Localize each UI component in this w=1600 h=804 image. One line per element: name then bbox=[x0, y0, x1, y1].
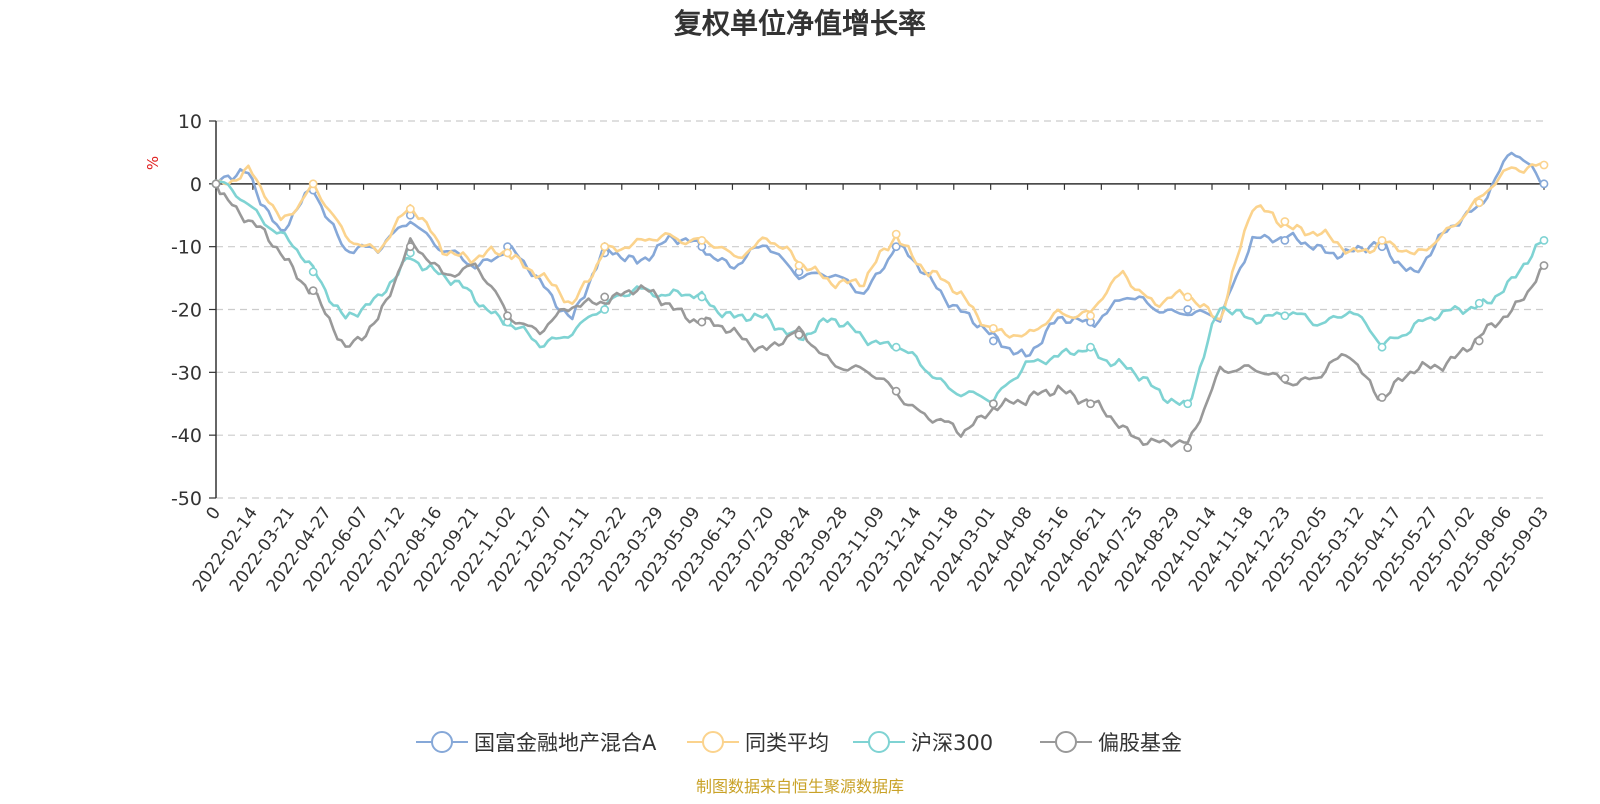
series-point bbox=[1539, 179, 1549, 189]
y-tick-label: -30 bbox=[171, 362, 202, 384]
series-point bbox=[891, 229, 901, 239]
series-point bbox=[1086, 311, 1095, 321]
y-axis-unit: % bbox=[144, 156, 162, 170]
legend-label: 国富金融地产混合A bbox=[474, 731, 657, 755]
series-point bbox=[1086, 342, 1095, 352]
series-lines bbox=[211, 151, 1549, 453]
series-point bbox=[891, 342, 901, 352]
legend-circle-icon bbox=[431, 731, 453, 753]
legend-item[interactable]: 偏股基金 bbox=[1040, 731, 1182, 755]
series-point bbox=[1183, 443, 1193, 453]
data-source-note: 制图数据来自恒生聚源数据库 bbox=[696, 777, 904, 796]
series-line bbox=[215, 180, 1545, 406]
series-point bbox=[1474, 298, 1484, 308]
legend[interactable]: 国富金融地产混合A 同类平均 沪深300 偏股基金 bbox=[416, 731, 1182, 755]
y-tick-label: 0 bbox=[190, 174, 202, 196]
legend-circle-icon bbox=[1055, 731, 1077, 753]
series-point bbox=[503, 248, 512, 258]
series-point bbox=[1474, 336, 1484, 346]
series-point bbox=[1183, 292, 1193, 302]
legend-circle-icon bbox=[702, 731, 724, 753]
series-point bbox=[405, 204, 415, 214]
series-point bbox=[1377, 393, 1387, 402]
series-point bbox=[891, 386, 901, 396]
series-point bbox=[308, 267, 318, 277]
legend-label: 偏股基金 bbox=[1098, 731, 1182, 755]
series-line bbox=[215, 151, 1545, 358]
series-point bbox=[1539, 261, 1549, 270]
y-tick-label: 10 bbox=[178, 111, 202, 133]
series-point bbox=[697, 317, 707, 327]
series-point bbox=[1539, 235, 1549, 245]
series-point bbox=[794, 261, 804, 270]
chart-title: 复权单位净值增长率 bbox=[674, 7, 926, 40]
legend-label: 同类平均 bbox=[745, 731, 829, 755]
series-point bbox=[988, 323, 998, 333]
legend-circle-icon bbox=[868, 731, 890, 753]
series-point bbox=[1539, 160, 1549, 170]
series-line bbox=[214, 183, 1545, 448]
series-point bbox=[600, 242, 610, 252]
series-point bbox=[600, 292, 610, 302]
series-point bbox=[1474, 198, 1484, 208]
series-point bbox=[891, 242, 901, 252]
grid-lines bbox=[216, 120, 1544, 499]
series-point bbox=[308, 179, 318, 189]
series-point bbox=[503, 311, 512, 321]
y-tick-label: -20 bbox=[171, 300, 202, 322]
legend-item[interactable]: 同类平均 bbox=[687, 731, 829, 755]
series-point bbox=[988, 399, 998, 409]
legend-item[interactable]: 沪深300 bbox=[853, 731, 993, 755]
axes: 100-10-20-30-40-5002022-02-142022-03-212… bbox=[171, 111, 1553, 596]
series-point bbox=[405, 242, 415, 252]
series-point bbox=[600, 305, 610, 314]
series-point bbox=[1280, 374, 1290, 384]
series-point bbox=[1183, 399, 1193, 409]
y-tick-label: -40 bbox=[171, 425, 202, 447]
y-tick-label: -10 bbox=[171, 237, 202, 259]
series-point bbox=[1280, 217, 1290, 226]
series-line bbox=[215, 162, 1545, 339]
series-point bbox=[1183, 305, 1193, 314]
y-tick-label: -50 bbox=[171, 488, 202, 510]
series-point bbox=[1086, 399, 1095, 409]
series-point bbox=[794, 330, 804, 340]
series-point bbox=[697, 235, 707, 245]
series-point bbox=[308, 286, 318, 296]
series-point bbox=[1280, 311, 1290, 321]
series-point bbox=[988, 336, 998, 346]
legend-item[interactable]: 国富金融地产混合A bbox=[416, 731, 657, 755]
x-tick-label: 0 bbox=[203, 503, 226, 523]
series-point bbox=[211, 179, 221, 189]
series-point bbox=[1377, 235, 1387, 245]
series-point bbox=[697, 292, 707, 302]
legend-label: 沪深300 bbox=[911, 731, 993, 755]
series-point bbox=[1280, 235, 1290, 245]
series-point bbox=[1377, 342, 1387, 352]
